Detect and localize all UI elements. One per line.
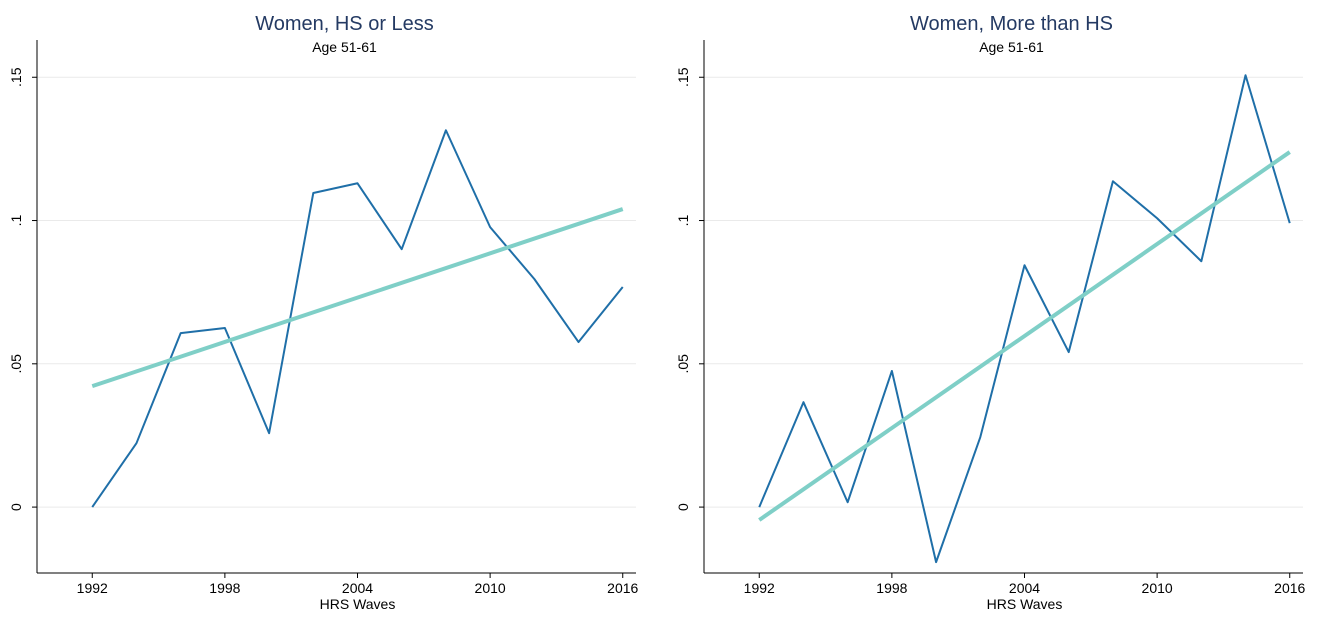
x-tick-label: 1998: [209, 580, 240, 596]
chart-title: Women, More than HS: [910, 13, 1113, 35]
series-line: [758, 74, 1291, 564]
x-tick-label: 2010: [1142, 580, 1173, 596]
y-tick-label: .1: [675, 214, 691, 226]
y-tick-label: 0: [675, 503, 691, 511]
y-tick-label: 0: [8, 503, 24, 511]
chart-subtitle: Age 51-61: [312, 39, 377, 55]
chart-subtitle: Age 51-61: [979, 39, 1044, 55]
x-tick-label: 1998: [876, 580, 907, 596]
x-tick-label: 2016: [1274, 580, 1305, 596]
x-tick-label: 1992: [744, 580, 775, 596]
y-tick-label: .05: [8, 354, 24, 374]
y-tick-label: .15: [8, 67, 24, 87]
x-tick-label: 2016: [607, 580, 638, 596]
chart-title: Women, HS or Less: [255, 13, 434, 35]
y-tick-label: .05: [675, 354, 691, 374]
x-axis-label: HRS Waves: [320, 596, 396, 612]
series-line: [758, 150, 1291, 522]
series-line: [91, 129, 624, 508]
series-line: [91, 207, 624, 389]
x-tick-label: 2010: [475, 580, 506, 596]
x-tick-label: 1992: [77, 580, 108, 596]
x-tick-label: 2004: [342, 580, 373, 596]
x-axis-label: HRS Waves: [987, 596, 1063, 612]
x-tick-label: 2004: [1009, 580, 1040, 596]
y-tick-label: .1: [8, 214, 24, 226]
y-tick-label: .15: [675, 67, 691, 87]
